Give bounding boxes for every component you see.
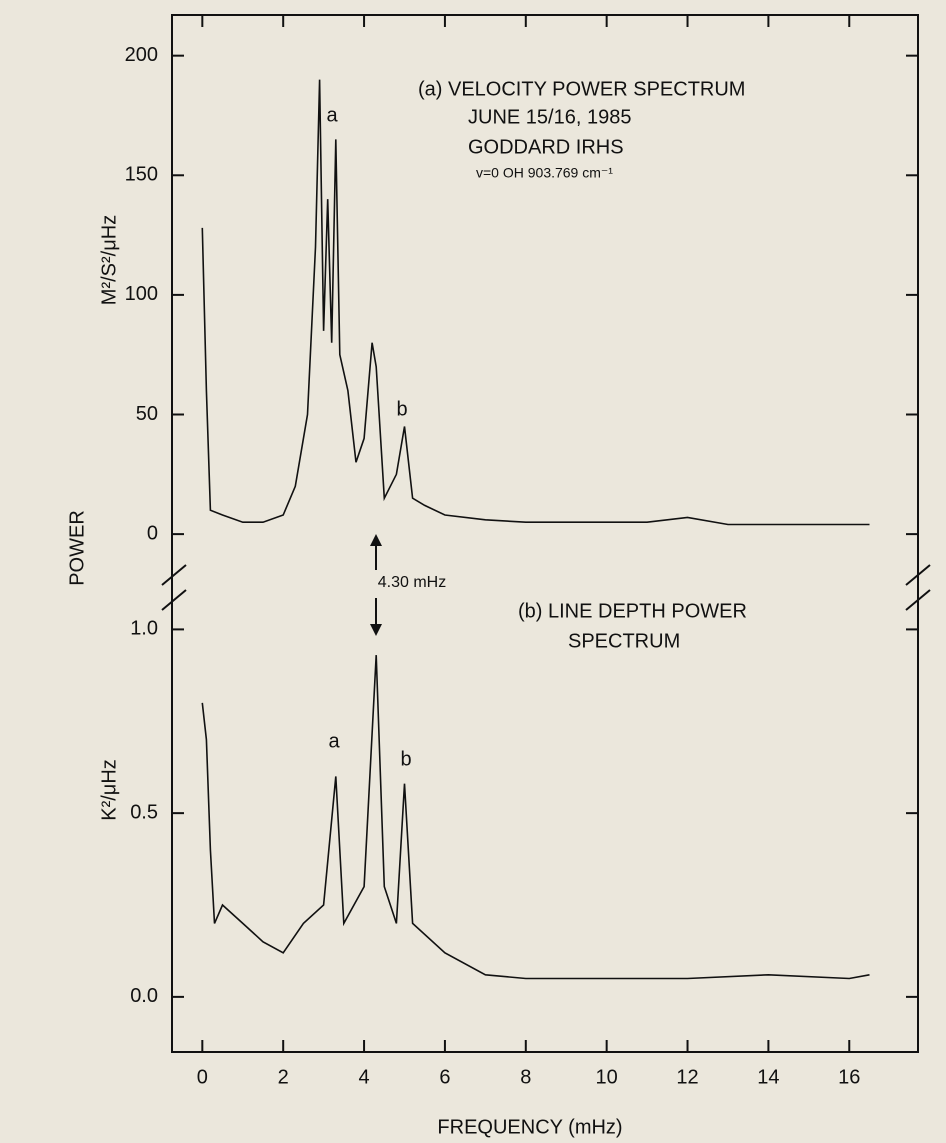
y-tick-label: 0 (147, 522, 158, 544)
annotation: GODDARD IRHS (468, 136, 624, 158)
x-tick-label: 12 (676, 1066, 698, 1088)
annotation: a (328, 730, 340, 752)
annotation: JUNE 15/16, 1985 (468, 106, 631, 128)
break-mark (161, 564, 187, 586)
x-tick-label: 6 (439, 1066, 450, 1088)
arrowhead (370, 624, 382, 636)
y-axis-label: K²/μHz (98, 759, 120, 821)
arrowhead (370, 534, 382, 546)
annotation: b (400, 748, 411, 770)
annotation: b (396, 398, 407, 420)
y-tick-label: 0.5 (130, 801, 158, 823)
annotation: (a) VELOCITY POWER SPECTRUM (418, 78, 745, 100)
x-tick-label: 14 (757, 1066, 779, 1088)
y-axis-label: M²/S²/μHz (98, 215, 120, 305)
x-tick-label: 4 (358, 1066, 369, 1088)
x-tick-label: 0 (197, 1066, 208, 1088)
break-mark (905, 589, 931, 611)
spectrum-line (201, 79, 870, 526)
y-tick-label: 1.0 (130, 618, 158, 640)
x-tick-label: 2 (278, 1066, 289, 1088)
break-mark (161, 589, 187, 611)
y-tick-label: 0.0 (130, 985, 158, 1007)
y-tick-label: 100 (125, 283, 158, 305)
x-axis-label: FREQUENCY (mHz) (437, 1116, 622, 1138)
x-tick-label: 16 (838, 1066, 860, 1088)
break-mark (905, 564, 931, 586)
y-tick-label: 150 (125, 164, 158, 186)
x-tick-label: 10 (596, 1066, 618, 1088)
y-tick-label: 200 (125, 44, 158, 66)
annotation: SPECTRUM (568, 630, 680, 652)
group-y-label: POWER (66, 510, 88, 586)
annotation: 4.30 mHz (378, 574, 446, 591)
spectrum-line (201, 655, 870, 980)
annotation: v=0 OH 903.769 cm⁻¹ (476, 165, 613, 181)
y-tick-label: 50 (136, 403, 158, 425)
x-tick-label: 8 (520, 1066, 531, 1088)
annotation: a (326, 104, 338, 126)
annotation: (b) LINE DEPTH POWER (518, 600, 747, 622)
